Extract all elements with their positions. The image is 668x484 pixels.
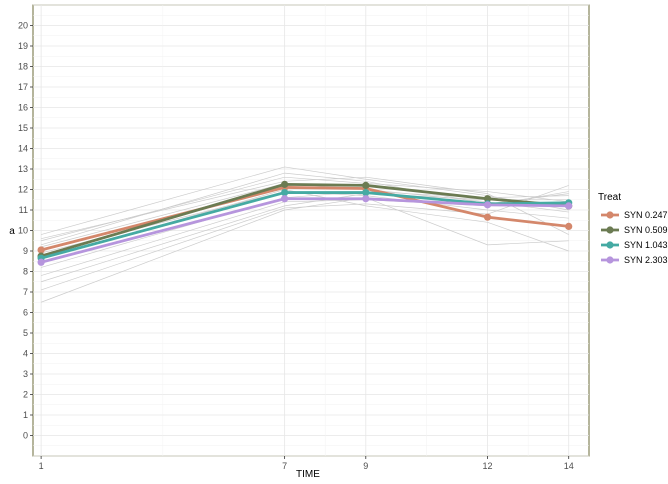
legend-label: SYN 0.509	[624, 225, 668, 235]
data-point	[281, 188, 289, 197]
y-tick-label: 6	[23, 308, 28, 318]
y-tick-label: 5	[23, 328, 28, 338]
data-point	[565, 222, 573, 230]
y-tick-label: 20	[18, 21, 28, 31]
y-tick-label: 2	[23, 390, 28, 400]
y-tick-label: 8	[23, 267, 28, 277]
data-point	[362, 181, 370, 189]
y-tick-label: 19	[18, 41, 28, 51]
legend-title: Treat	[598, 192, 621, 203]
y-tick-label: 13	[18, 164, 28, 174]
data-point	[483, 195, 492, 203]
x-axis-ticks: 1 7 9 12 14	[39, 456, 574, 471]
data-point	[565, 202, 573, 210]
data-point	[483, 201, 492, 209]
x-tick-label: 12	[483, 461, 493, 471]
legend-label: SYN 0.247	[624, 210, 668, 220]
x-tick-label: 14	[564, 461, 574, 471]
x-axis-title: TIME	[296, 469, 320, 480]
legend-key-point	[606, 226, 614, 234]
data-point	[281, 180, 289, 188]
y-tick-label: 11	[19, 205, 28, 215]
y-tick-label: 1	[23, 410, 28, 420]
x-tick-label: 7	[282, 461, 287, 471]
x-tick-label: 9	[363, 461, 368, 471]
legend-key-point	[606, 211, 614, 219]
data-point	[362, 188, 370, 197]
background-line	[41, 176, 569, 240]
series-lines	[37, 180, 573, 266]
legend: Treat SYN 0.247 SYN 0.509 SYN 1.043 SYN 2.3…	[598, 192, 668, 265]
legend-key-point	[606, 256, 614, 264]
y-tick-label: 15	[18, 123, 28, 133]
legend-label: SYN 1.043	[624, 240, 668, 250]
y-axis-title: a	[9, 226, 15, 237]
y-tick-label: 7	[23, 287, 28, 297]
data-point	[483, 213, 492, 221]
background-line	[41, 189, 569, 260]
y-tick-label: 10	[18, 226, 28, 236]
data-point	[37, 246, 45, 254]
y-tick-label: 18	[18, 62, 28, 72]
y-tick-label: 16	[18, 103, 28, 113]
y-tick-label: 0	[23, 431, 28, 441]
y-tick-label: 3	[23, 369, 28, 379]
data-point	[37, 258, 45, 266]
legend-label: SYN 2.303	[624, 255, 668, 265]
y-tick-label: 4	[23, 349, 28, 359]
grid-lines	[33, 4, 589, 457]
x-tick-label: 1	[39, 461, 44, 471]
y-tick-label: 17	[18, 82, 28, 92]
y-tick-label: 9	[23, 246, 28, 256]
data-point	[281, 195, 289, 203]
data-point	[362, 195, 370, 203]
y-tick-label: 14	[18, 144, 28, 154]
y-tick-label: 12	[18, 185, 28, 195]
legend-key-point	[606, 241, 614, 249]
